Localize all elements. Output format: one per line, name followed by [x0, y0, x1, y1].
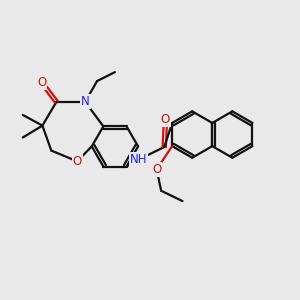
Text: N: N — [81, 95, 90, 108]
Text: O: O — [37, 76, 46, 89]
Text: O: O — [152, 163, 161, 176]
Text: NH: NH — [130, 153, 148, 166]
Text: O: O — [73, 155, 82, 168]
Text: O: O — [161, 113, 170, 126]
